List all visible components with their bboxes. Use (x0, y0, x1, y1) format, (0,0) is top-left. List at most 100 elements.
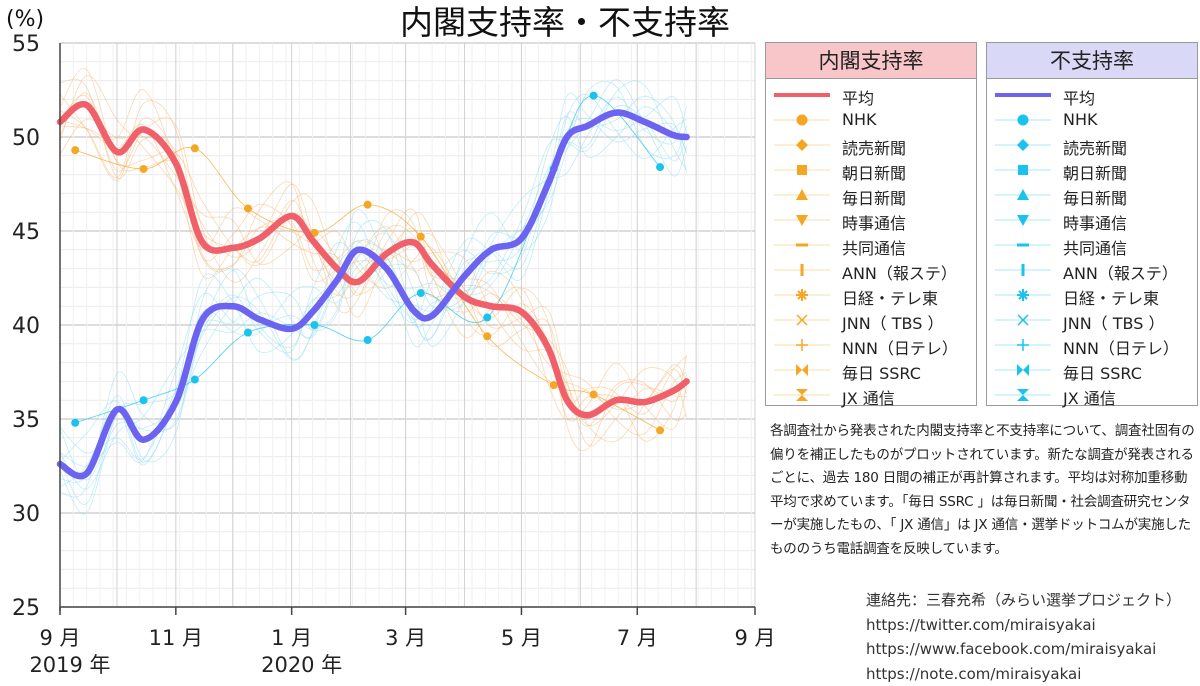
nhk-point (417, 289, 425, 297)
nhk-trace-line (75, 147, 660, 430)
nhk-point (140, 396, 148, 404)
nhk-point (71, 146, 79, 154)
x-year-label: 2019 年 (29, 653, 110, 677)
legend-symbol (993, 133, 1055, 158)
legend-symbol (993, 258, 1055, 283)
legend-item: 時事通信 (987, 208, 1197, 233)
nhk-point (244, 204, 252, 212)
nhk-point (244, 329, 252, 337)
legend-item: NHK (987, 108, 1197, 133)
legend-symbol (993, 383, 1055, 408)
legend-item-label: 日経・テレ東 (1063, 285, 1159, 309)
legend-item: 毎日新聞 (987, 183, 1197, 208)
twitter-link[interactable]: https://twitter.com/miraisyakai (866, 613, 1181, 638)
legend-item: ANN（報ステ） (766, 258, 976, 283)
y-tick-label: 35 (12, 408, 40, 433)
legend-symbol (772, 83, 834, 108)
nhk-point (310, 321, 318, 329)
legend-plus-marker (796, 339, 808, 351)
nhk-point (590, 391, 598, 399)
legend-triup-marker (796, 189, 808, 200)
y-tick-label: 40 (12, 314, 40, 339)
legend-bowtie-marker (1017, 364, 1023, 376)
legend-item-label: ANN（報ステ） (842, 260, 957, 284)
nhk-point (364, 336, 372, 344)
legend-item: JX 通信 (766, 383, 976, 408)
legend-item-label: 読売新聞 (1063, 135, 1127, 159)
legend-symbol (993, 333, 1055, 358)
legend-item-label: 共同通信 (1063, 235, 1127, 259)
legend-diamond-marker (796, 139, 808, 151)
legend-item: 毎日 SSRC (766, 358, 976, 383)
nhk-point (590, 92, 598, 100)
legend-item-label: 朝日新聞 (1063, 160, 1127, 184)
pollster-trace-line (60, 94, 687, 487)
y-tick-label: 45 (12, 220, 40, 245)
legend-item-label: ANN（報ステ） (1063, 260, 1178, 284)
legend-symbol (772, 333, 834, 358)
legend-symbol (772, 283, 834, 308)
contact-name: 連絡先：三春充希（みらい選挙プロジェクト） (866, 588, 1181, 613)
legend-item-label: 時事通信 (842, 210, 906, 234)
pollster-trace-line (60, 93, 687, 466)
legend-symbol (772, 183, 834, 208)
legend-item-label: NNN（日テレ） (1063, 335, 1179, 359)
nhk-point (656, 426, 664, 434)
legend-item-label: 毎日 SSRC (842, 360, 921, 384)
legend-symbol (772, 208, 834, 233)
legend-item: NNN（日テレ） (766, 333, 976, 358)
legend-tridown-marker (1017, 215, 1029, 226)
legend-item: 毎日 SSRC (987, 358, 1197, 383)
legend-symbol (993, 183, 1055, 208)
legend-item: 朝日新聞 (766, 158, 976, 183)
pollster-trace-line (60, 121, 687, 430)
disapproval-average-line (60, 113, 687, 477)
legend-approval-header: 内閣支持率 (766, 43, 976, 79)
legend-item: 読売新聞 (987, 133, 1197, 158)
facebook-link[interactable]: https://www.facebook.com/miraisyakai (866, 637, 1181, 662)
legend-symbol (993, 208, 1055, 233)
legend-item-label: 朝日新聞 (842, 160, 906, 184)
y-tick-label: 25 (12, 596, 40, 621)
legend-item-label: JX 通信 (1063, 385, 1116, 409)
legend-symbol (772, 308, 834, 333)
legend-plus-marker (1017, 339, 1029, 351)
legend-symbol (993, 83, 1055, 108)
legend-item: NNN（日テレ） (987, 333, 1197, 358)
legend-item: JNN（ TBS ） (766, 308, 976, 333)
legend-item: 時事通信 (766, 208, 976, 233)
legend-symbol (772, 158, 834, 183)
legend-item-label: JX 通信 (842, 385, 895, 409)
legend-item-label: 共同通信 (842, 235, 906, 259)
nhk-point (550, 381, 558, 389)
legend-bowtie-marker (796, 364, 802, 376)
x-tick-label: 9 月 (734, 626, 775, 650)
note-link[interactable]: https://note.com/miraisyakai (866, 662, 1181, 686)
x-tick-label: 5 月 (501, 626, 542, 650)
legend-item-label: 平均 (842, 85, 874, 109)
legend-item: 日経・テレ東 (766, 283, 976, 308)
nhk-point (483, 313, 491, 321)
legend-symbol (993, 108, 1055, 133)
methodology-note: 各調査社から発表された内閣支持率と不支持率について、調査社固有の偏りを補正したも… (770, 420, 1198, 562)
legend-item: 読売新聞 (766, 133, 976, 158)
legend-item: NHK (766, 108, 976, 133)
x-tick-label: 1 月 (271, 626, 312, 650)
legend-item: 平均 (987, 83, 1197, 108)
legend-item-label: NHK (1063, 110, 1098, 129)
nhk-point (483, 332, 491, 340)
legend-symbol (993, 358, 1055, 383)
nhk-point (140, 165, 148, 173)
legend-item-label: JNN（ TBS ） (1063, 310, 1164, 334)
legend-circle-marker (1018, 115, 1029, 126)
nhk-point (71, 419, 79, 427)
legend-symbol (772, 108, 834, 133)
legend-star-marker (1017, 289, 1029, 301)
x-year-label: 2020 年 (261, 653, 342, 677)
legend-item-label: 平均 (1063, 85, 1095, 109)
legend-star-marker (796, 289, 808, 301)
legend-symbol (993, 283, 1055, 308)
y-tick-label: 50 (12, 126, 40, 151)
legend-diamond-marker (1017, 139, 1029, 151)
legend-symbol (993, 233, 1055, 258)
